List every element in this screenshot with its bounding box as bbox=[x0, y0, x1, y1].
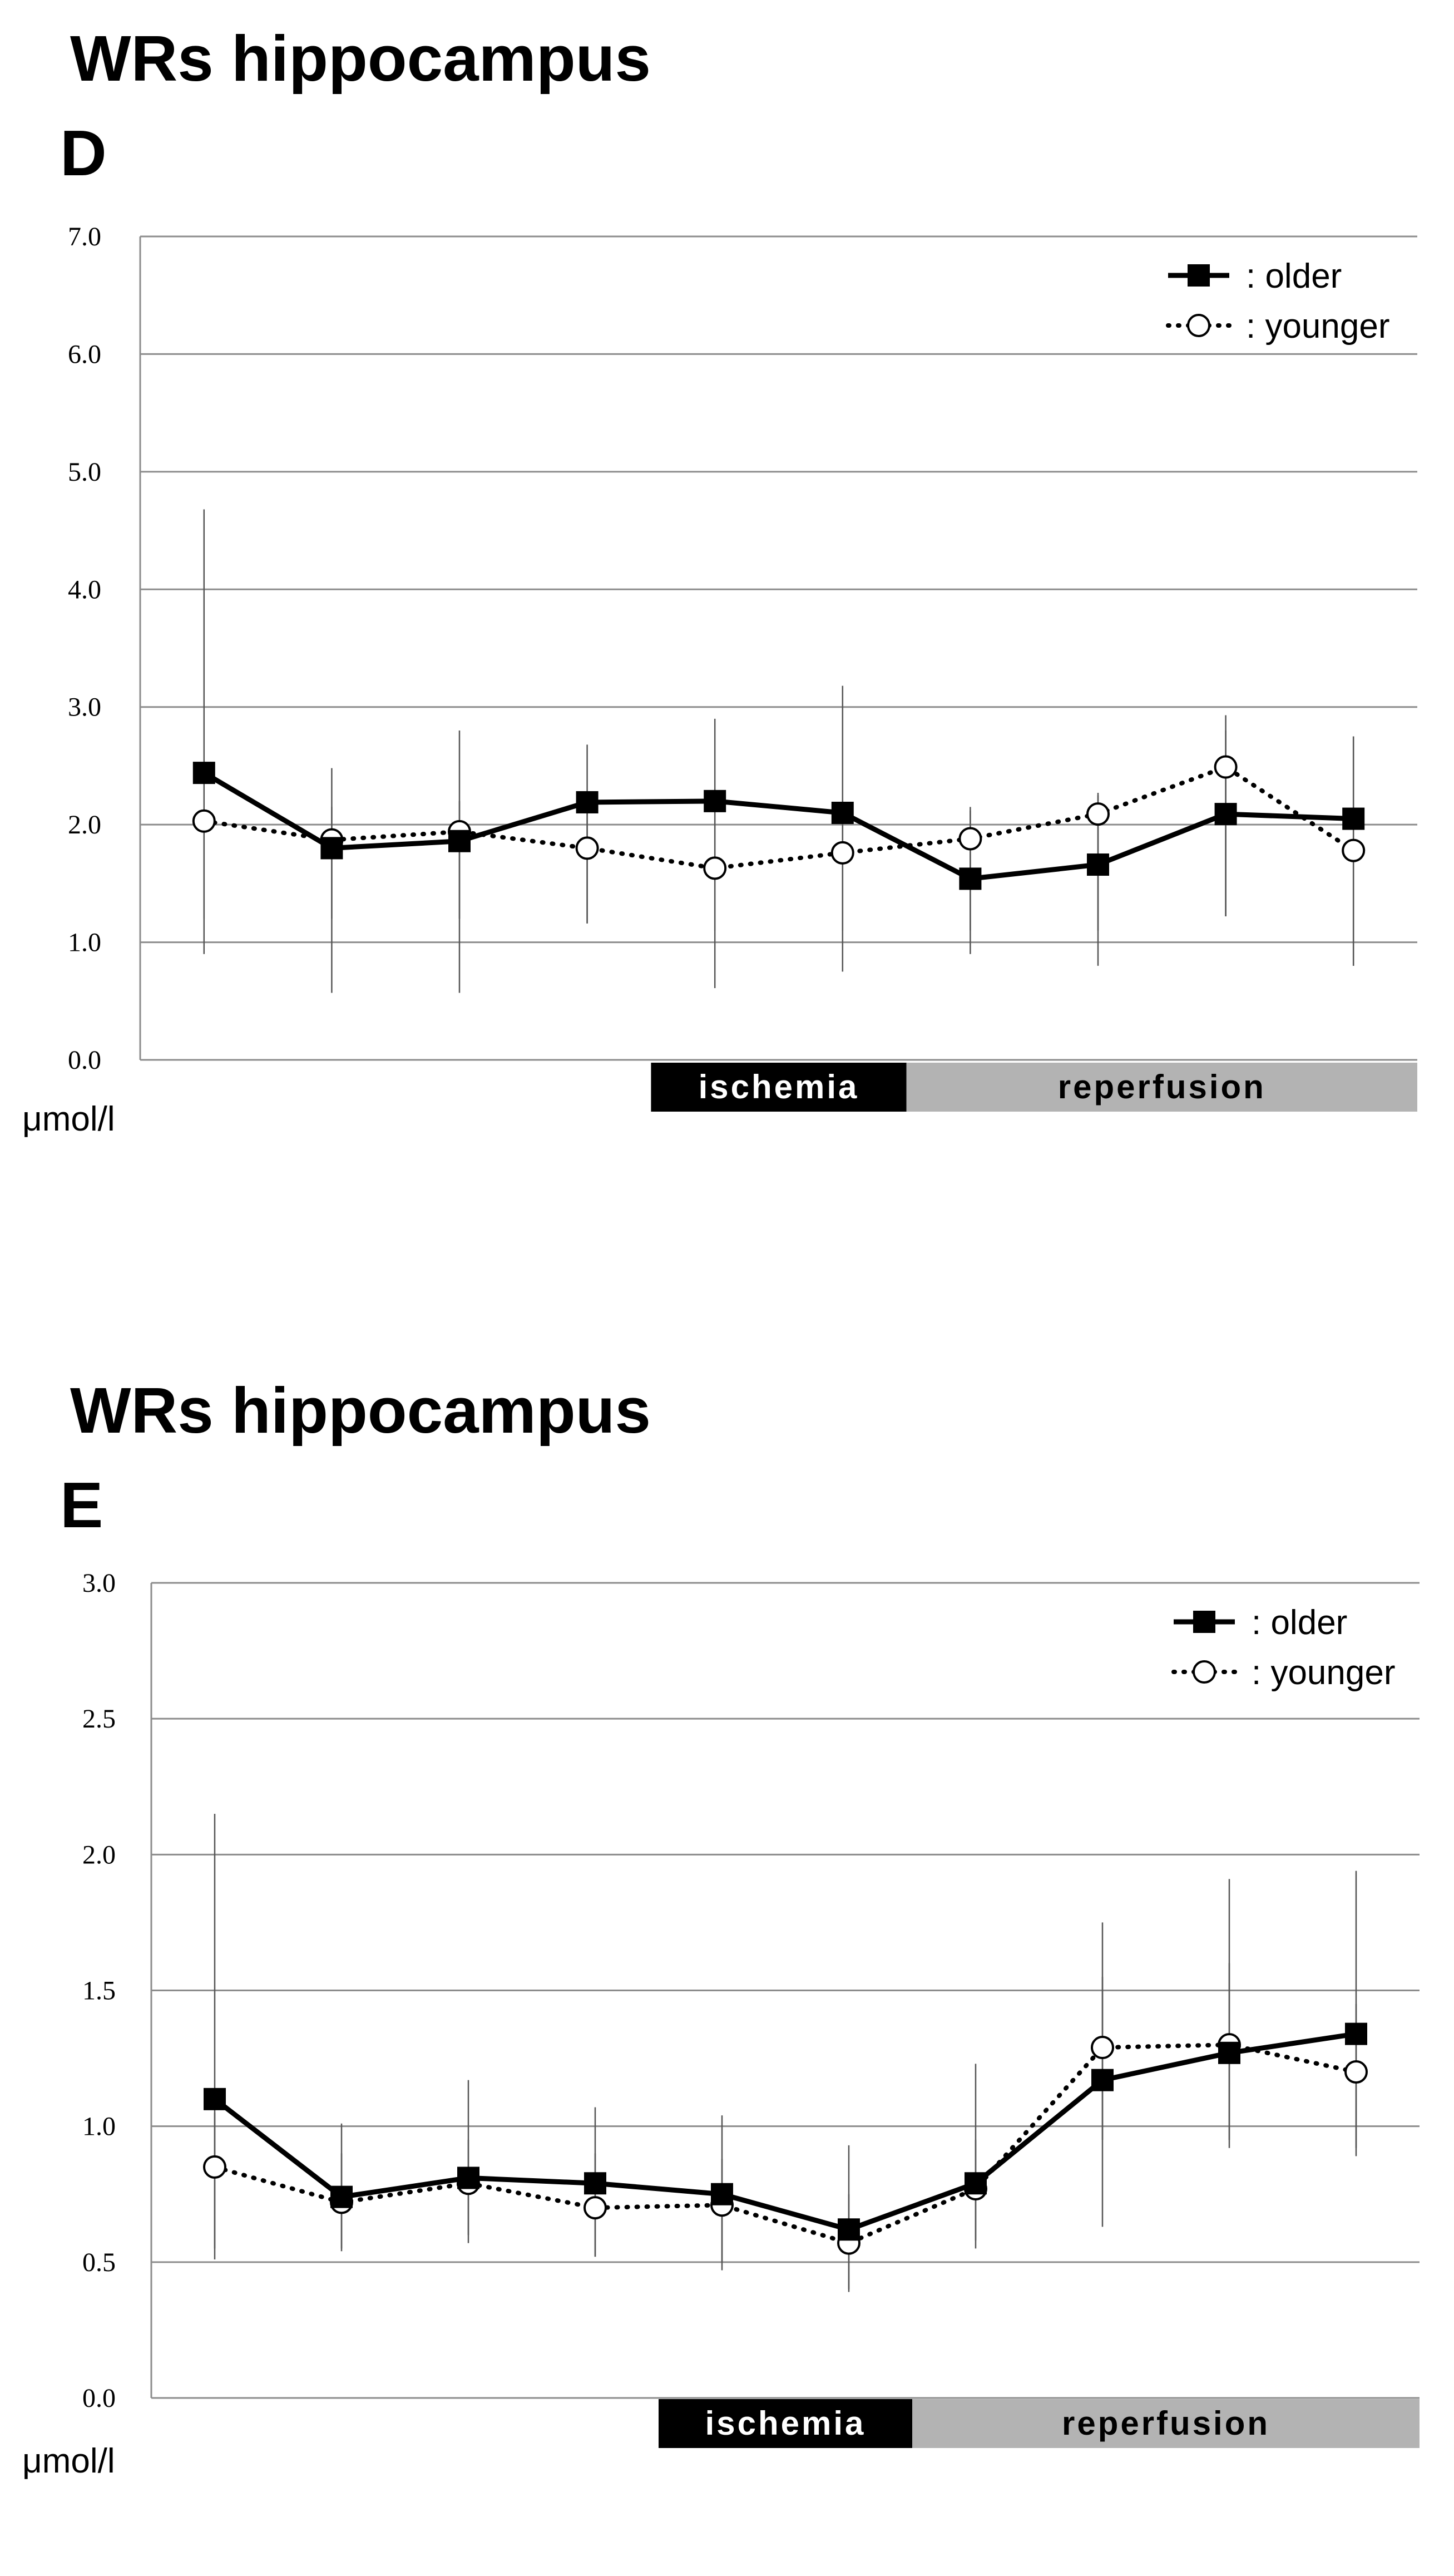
phase-band bbox=[912, 2399, 1420, 2448]
legend-label: : younger bbox=[1246, 307, 1390, 346]
y-tick-label: 2.0 bbox=[68, 810, 101, 840]
legend-marker bbox=[1193, 1611, 1215, 1633]
y-tick-label: 4.0 bbox=[68, 575, 101, 604]
y-tick-label: 1.0 bbox=[68, 928, 101, 958]
data-point-marker bbox=[583, 2196, 607, 2220]
data-point-marker bbox=[1342, 838, 1366, 862]
data-point-marker bbox=[320, 837, 343, 860]
data-point-marker bbox=[1344, 2060, 1368, 2084]
data-point-marker bbox=[1087, 853, 1109, 876]
data-point-marker bbox=[448, 830, 471, 852]
chart-title: WRs hippocampus bbox=[70, 1374, 651, 1447]
y-axis-unit-label: μmol/l bbox=[22, 1100, 115, 1138]
series-line bbox=[201, 764, 1356, 871]
phase-label: reperfusion bbox=[1062, 2405, 1270, 2442]
y-tick-label: 0.0 bbox=[82, 2383, 116, 2413]
data-point-marker bbox=[711, 2183, 733, 2205]
data-point-marker bbox=[204, 2088, 226, 2110]
data-point-marker bbox=[1342, 807, 1365, 830]
data-point-marker bbox=[330, 2185, 353, 2208]
legend-marker bbox=[1188, 264, 1210, 287]
y-tick-label: 2.5 bbox=[82, 1704, 116, 1734]
y-tick-label: 1.0 bbox=[82, 2112, 116, 2141]
y-tick-label: 5.0 bbox=[68, 457, 101, 487]
phase-label: ischemia bbox=[705, 2405, 866, 2442]
phase-label: reperfusion bbox=[1058, 1068, 1266, 1106]
phase-band bbox=[906, 1063, 1417, 1112]
panel-label: D bbox=[60, 117, 107, 189]
line-chart: 0.0 0.5 1.0 1.5 2.0 2.5 3.0 ischemia reperfusion… bbox=[22, 1568, 1420, 2480]
chart-title: WRs hippocampus bbox=[70, 22, 651, 95]
legend-marker bbox=[1187, 314, 1210, 337]
y-tick-label: 2.0 bbox=[82, 1840, 116, 1869]
data-point-marker bbox=[584, 2172, 606, 2195]
y-tick-label: 3.0 bbox=[82, 1568, 116, 1598]
phase-band bbox=[651, 1063, 907, 1112]
data-point-marker bbox=[192, 809, 216, 833]
y-tick-label: 0.0 bbox=[68, 1045, 101, 1075]
data-point-marker bbox=[831, 802, 854, 824]
line-chart: 0.0 1.0 2.0 3.0 4.0 5.0 6.0 7.0 ischemia reperfus… bbox=[22, 222, 1417, 1138]
phase-label: ischemia bbox=[699, 1068, 859, 1106]
y-axis-unit-label: μmol/l bbox=[22, 2442, 115, 2480]
data-point-marker bbox=[575, 836, 599, 860]
data-point-marker bbox=[959, 867, 982, 890]
data-point-marker bbox=[192, 762, 215, 784]
data-point-marker bbox=[457, 2167, 479, 2189]
data-point-marker bbox=[1091, 2069, 1114, 2091]
data-point-marker bbox=[958, 827, 982, 851]
data-point-marker bbox=[704, 789, 726, 812]
data-point-marker bbox=[203, 2155, 226, 2179]
chart-panel-e: WRs hippocampus E 0.0 0.5 1.0 1.5 2.0 2.5 3.0 i… bbox=[0, 1352, 1454, 2576]
series-line bbox=[202, 771, 1354, 882]
data-point-marker bbox=[830, 841, 854, 865]
legend-label: : younger bbox=[1252, 1654, 1396, 1692]
legend-label: : older bbox=[1246, 257, 1342, 295]
data-point-marker bbox=[1345, 2022, 1367, 2045]
data-point-marker bbox=[1091, 2036, 1114, 2060]
data-point-marker bbox=[1086, 802, 1110, 826]
y-tick-label: 7.0 bbox=[68, 222, 101, 251]
y-tick-label: 6.0 bbox=[68, 339, 101, 369]
data-point-marker bbox=[965, 2172, 987, 2195]
legend-label: : older bbox=[1252, 1603, 1347, 1642]
data-point-marker bbox=[1214, 755, 1238, 779]
data-point-marker bbox=[1218, 2041, 1240, 2064]
data-point-marker bbox=[576, 791, 599, 813]
data-point-marker bbox=[1214, 803, 1237, 826]
y-tick-label: 0.5 bbox=[82, 2248, 116, 2277]
series-line bbox=[212, 2042, 1358, 2246]
y-tick-label: 1.5 bbox=[82, 1976, 116, 2006]
data-point-marker bbox=[703, 856, 727, 880]
series-line bbox=[213, 2031, 1357, 2232]
chart-panel-d: WRs hippocampus D 0.0 1.0 2.0 3.0 4.0 5.0 6.0 7… bbox=[0, 0, 1454, 1224]
phase-band bbox=[659, 2399, 912, 2448]
panel-label: E bbox=[60, 1469, 103, 1541]
data-point-marker bbox=[838, 2218, 860, 2241]
y-tick-label: 3.0 bbox=[68, 693, 101, 722]
legend-marker bbox=[1193, 1660, 1216, 1684]
